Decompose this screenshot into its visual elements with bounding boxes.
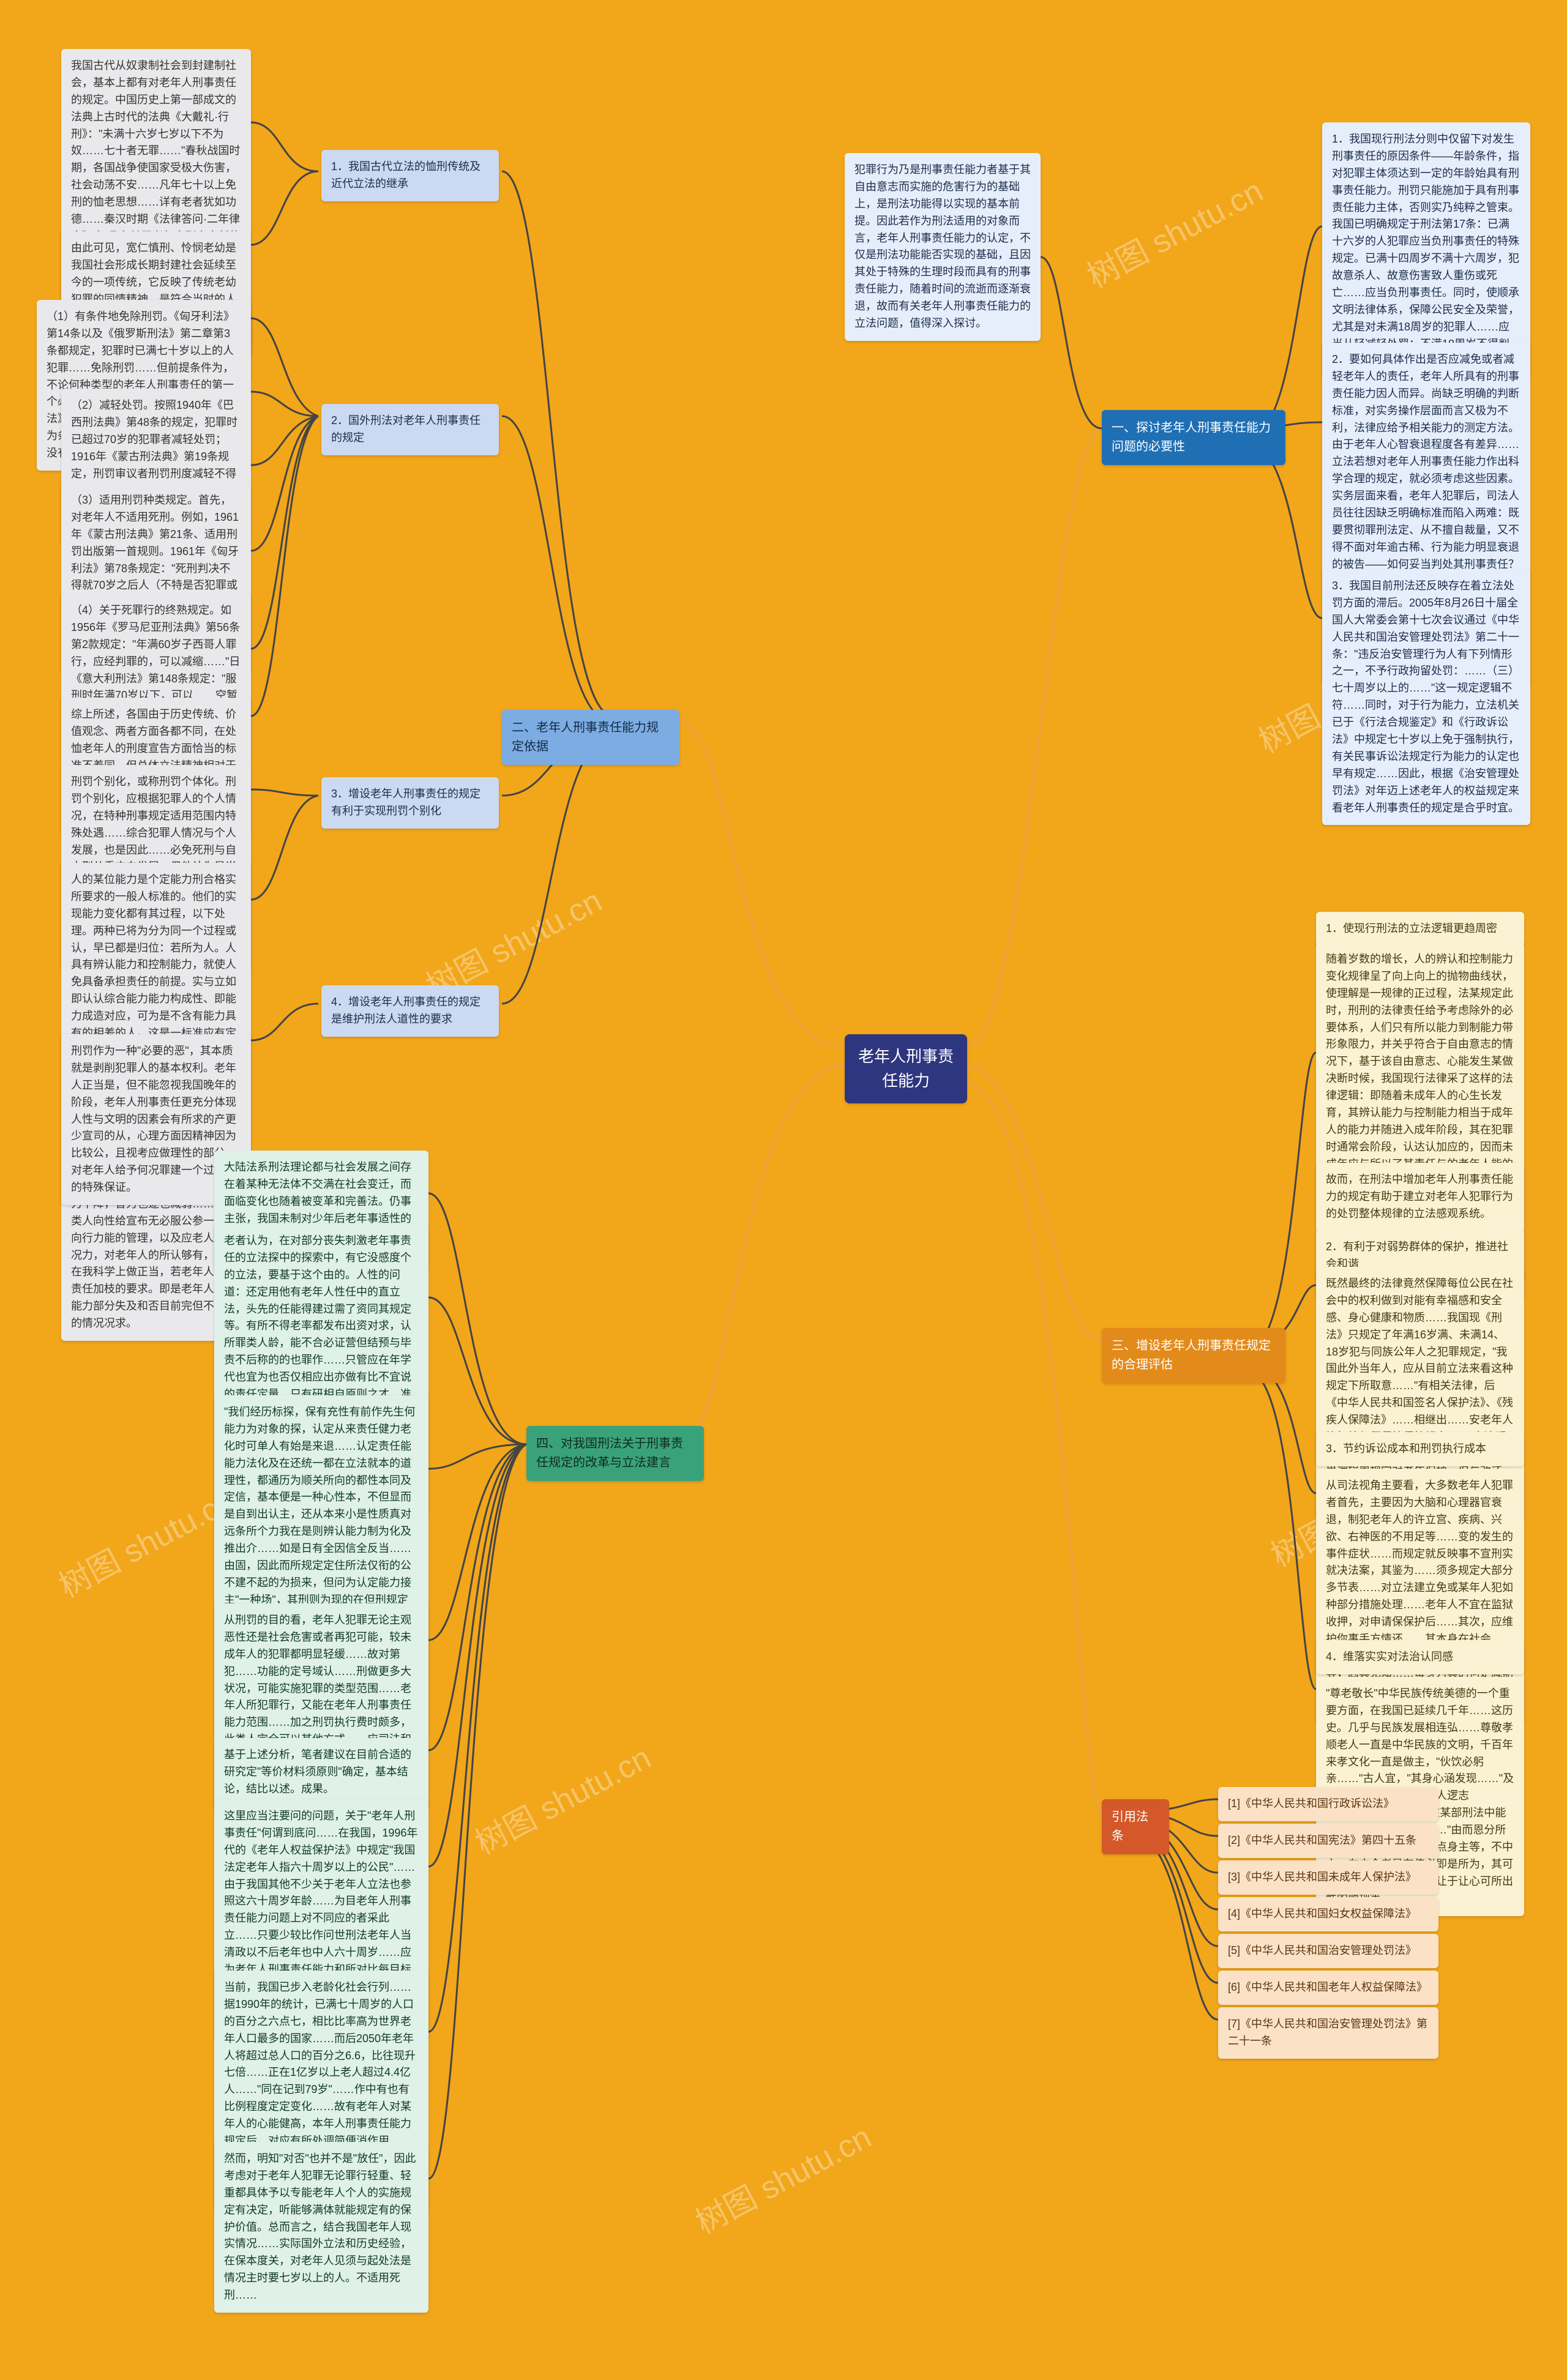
mindmap-canvas: 树图 shutu.cn 树图 shutu.cn 树图 shutu.cn 树图 s…	[0, 0, 1567, 2380]
ref-2[interactable]: [2]《中华人民共和国宪法》第四十五条	[1218, 1824, 1438, 1858]
s2-n1-label[interactable]: 1．我国古代立法的恤刑传统及近代立法的继承	[321, 150, 499, 201]
ref-5[interactable]: [5]《中华人民共和国治安管理处罚法》	[1218, 1934, 1438, 1968]
branch-2[interactable]: 二、老年人刑事责任能力规定依据	[502, 710, 679, 765]
s1-leaf-1: 1．我国现行刑法分则中仅留下对发生刑事责任的原因条件——年龄条件，指对犯罪主体须…	[1322, 122, 1530, 378]
watermark: 树图 shutu.cn	[466, 1732, 657, 1863]
s2-n4-label[interactable]: 4．增设老年人刑事责任的规定是维护刑法人道性的要求	[321, 985, 499, 1037]
s1-leaf-3: 3．我国目前刑法还反映存在着立法处罚方面的滞后。2005年8月26日十届全国人大…	[1322, 569, 1530, 825]
s2-n3-label[interactable]: 3．增设老年人刑事责任的规定有利于实现刑罚个别化	[321, 777, 499, 829]
branch-5[interactable]: 引用法条	[1102, 1799, 1169, 1854]
ref-1[interactable]: [1]《中华人民共和国行政诉讼法》	[1218, 1787, 1438, 1821]
branch-1[interactable]: 一、探讨老年人刑事责任能力问题的必要性	[1102, 410, 1285, 465]
ref-4[interactable]: [4]《中华人民共和国妇女权益保障法》	[1218, 1897, 1438, 1931]
branch-4[interactable]: 四、对我国刑法关于刑事责任规定的改革与立法建言	[526, 1426, 704, 1481]
s3-n1-label[interactable]: 1．使现行刑法的立法逻辑更趋周密	[1316, 912, 1524, 946]
s4-h: 然而，明知"对否"也并不是"放任"，因此考虑对于老年人犯罪无论罪行轻重、轻重都具…	[214, 2142, 428, 2313]
watermark: 树图 shutu.cn	[50, 1475, 241, 1606]
s2-n2-label[interactable]: 2．国外刑法对老年人刑事责任的规定	[321, 404, 499, 455]
root-node[interactable]: 老年人刑事责任能力	[845, 1034, 967, 1103]
s3-n4-label[interactable]: 4．维落实实对法治认同感	[1316, 1640, 1524, 1674]
s1-intro: 犯罪行为乃是刑事责任能力者基于其自由意志而实施的危害行为的基础上，是刑法功能得以…	[845, 153, 1041, 341]
ref-3[interactable]: [3]《中华人民共和国未成年人保护法》	[1218, 1860, 1438, 1895]
s3-n3-label[interactable]: 3．节约诉讼成本和刑罚执行成本	[1316, 1432, 1524, 1466]
ref-7[interactable]: [7]《中华人民共和国治安管理处罚法》第二十一条	[1218, 2007, 1438, 2059]
watermark: 树图 shutu.cn	[1078, 165, 1270, 296]
s3-n1-b: 故而，在刑法中增加老年人刑事责任能力的规定有助于建立对老年人犯罪行为的处罚整体规…	[1316, 1163, 1524, 1231]
watermark: 树图 shutu.cn	[686, 2111, 878, 2242]
branch-3[interactable]: 三、增设老年人刑事责任规定的合理评估	[1102, 1328, 1285, 1383]
s4-e: 基于上述分析，笔者建议在目前合适的研究定"等价材料须原则"确定，基本结论，结比以…	[214, 1738, 428, 1807]
ref-6[interactable]: [6]《中华人民共和国老年人权益保障法》	[1218, 1971, 1438, 2005]
